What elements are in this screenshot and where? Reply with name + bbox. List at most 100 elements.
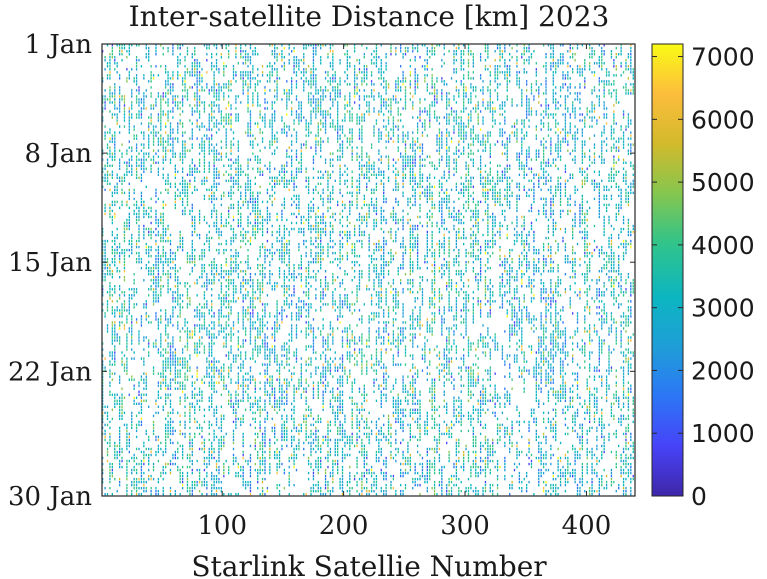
heatmap-cell: [240, 185, 242, 189]
heatmap-cell: [111, 113, 114, 116]
heatmap-cell: [198, 113, 201, 116]
heatmap-cell: [305, 170, 307, 173]
heatmap-cell: [235, 390, 237, 393]
heatmap-cell: [293, 459, 295, 463]
heatmap-cell: [307, 270, 310, 273]
heatmap-cell: [247, 71, 249, 74]
heatmap-cell: [133, 212, 135, 216]
heatmap-cell: [198, 303, 201, 306]
heatmap-cell: [240, 354, 242, 357]
heatmap-cell: [203, 149, 206, 152]
heatmap-cell: [114, 83, 116, 86]
heatmap-cell: [194, 324, 196, 327]
heatmap-cell: [218, 330, 220, 333]
heatmap-cell: [203, 44, 206, 47]
heatmap-cell: [167, 393, 169, 396]
heatmap-cell: [271, 288, 273, 291]
heatmap-cell: [203, 321, 206, 324]
heatmap-cell: [261, 441, 264, 445]
heatmap-cell: [257, 92, 259, 95]
heatmap-cell: [276, 369, 278, 372]
heatmap-cell: [264, 342, 266, 345]
heatmap-cell: [123, 254, 126, 258]
heatmap-cell: [290, 155, 293, 158]
heatmap-cell: [290, 158, 293, 161]
heatmap-cell: [271, 429, 273, 433]
heatmap-cell: [281, 360, 283, 363]
heatmap-cell: [114, 405, 116, 409]
heatmap-cell: [249, 47, 252, 50]
heatmap-cell: [269, 375, 271, 378]
heatmap-cell: [220, 155, 223, 158]
heatmap-cell: [128, 218, 130, 222]
heatmap-cell: [259, 441, 261, 445]
heatmap-cell: [196, 426, 198, 430]
heatmap-cell: [278, 399, 281, 402]
heatmap-cell: [252, 209, 254, 213]
heatmap-cell: [274, 185, 276, 189]
heatmap-cell: [281, 363, 283, 366]
heatmap-cell: [215, 62, 218, 65]
heatmap-cell: [237, 161, 239, 164]
heatmap-cell: [164, 462, 167, 466]
heatmap-cell: [305, 44, 307, 47]
heatmap-cell: [225, 179, 227, 183]
heatmap-cell: [290, 372, 293, 375]
heatmap-cell: [140, 399, 143, 402]
heatmap-cell: [281, 321, 283, 324]
heatmap-cell: [135, 489, 138, 493]
heatmap-cell: [126, 438, 128, 442]
heatmap-cell: [102, 420, 104, 424]
heatmap-cell: [174, 366, 177, 369]
heatmap-cell: [254, 227, 256, 231]
heatmap-cell: [244, 459, 247, 463]
heatmap-cell: [184, 191, 186, 195]
heatmap-cell: [148, 351, 150, 354]
heatmap-cell: [177, 77, 179, 80]
heatmap-cell: [288, 480, 290, 484]
heatmap-cell: [177, 95, 179, 98]
heatmap-cell: [290, 113, 293, 116]
heatmap-cell: [177, 357, 179, 360]
heatmap-cell: [194, 215, 196, 219]
heatmap-cell: [237, 95, 239, 98]
heatmap-cell: [269, 164, 271, 167]
heatmap-cell: [305, 435, 307, 439]
heatmap-cell: [203, 125, 206, 128]
heatmap-cell: [295, 116, 298, 119]
heatmap-cell: [155, 242, 157, 246]
heatmap-cell: [194, 480, 196, 484]
heatmap-cell: [162, 206, 164, 210]
heatmap-cell: [118, 411, 121, 415]
heatmap-cell: [157, 245, 160, 249]
heatmap-cell: [223, 465, 225, 469]
heatmap-cell: [227, 89, 230, 92]
heatmap-cell: [143, 462, 145, 466]
heatmap-cell: [218, 92, 220, 95]
heatmap-cell: [152, 125, 155, 128]
heatmap-cell: [305, 143, 307, 146]
heatmap-cell: [269, 444, 271, 448]
heatmap-cell: [140, 197, 143, 201]
heatmap-cell: [181, 245, 184, 249]
heatmap-cell: [121, 291, 123, 294]
heatmap-cell: [211, 360, 213, 363]
heatmap-cell: [181, 363, 184, 366]
heatmap-cell: [300, 309, 302, 312]
heatmap-cell: [218, 471, 220, 475]
heatmap-cell: [300, 158, 302, 161]
heatmap-cell: [213, 257, 215, 261]
heatmap-cell: [179, 399, 181, 402]
heatmap-cell: [133, 125, 135, 128]
heatmap-cell: [225, 170, 227, 173]
heatmap-cell: [198, 480, 201, 484]
heatmap-cell: [211, 351, 213, 354]
heatmap-cell: [232, 65, 235, 68]
heatmap-cell: [177, 71, 179, 74]
heatmap-cell: [271, 68, 273, 71]
heatmap-cell: [181, 44, 184, 47]
heatmap-cell: [174, 137, 177, 140]
heatmap-cell: [259, 429, 261, 433]
heatmap-cell: [167, 270, 169, 273]
heatmap-cell: [148, 342, 150, 345]
